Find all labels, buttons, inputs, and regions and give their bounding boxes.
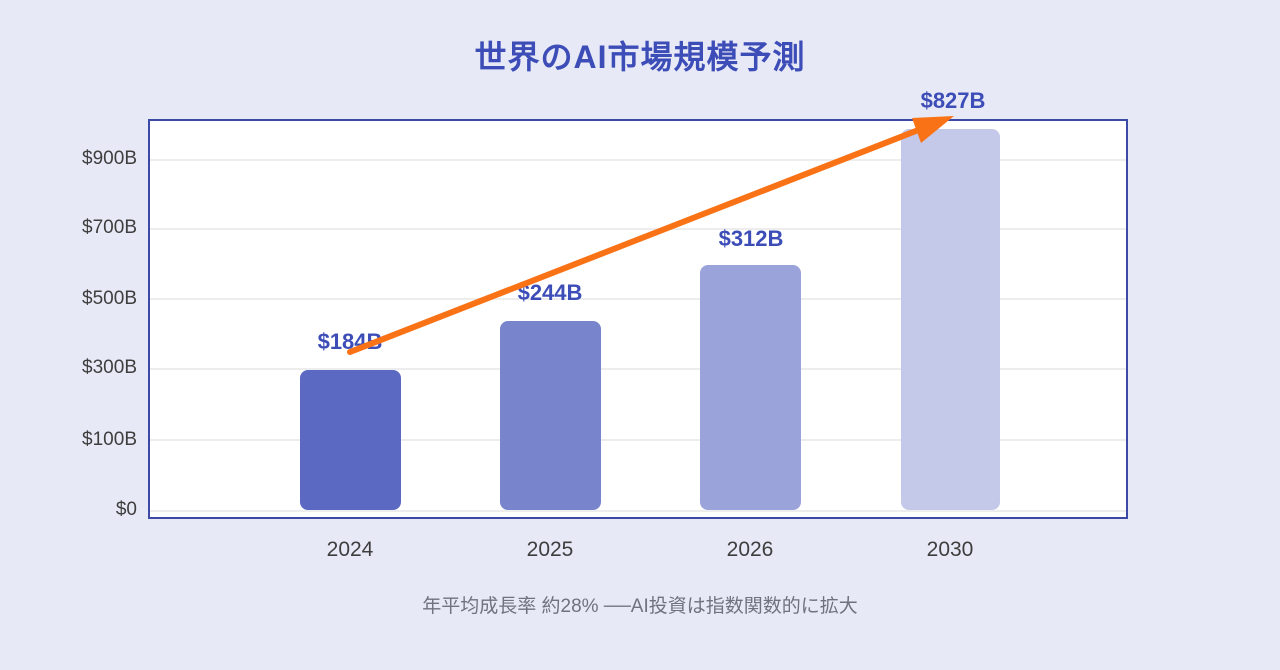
y-axis-tick-500: $500B bbox=[82, 288, 137, 309]
x-axis-tick-2030: 2030 bbox=[926, 538, 974, 561]
value-label-2030: $827B bbox=[920, 88, 986, 113]
bar-2026 bbox=[700, 265, 801, 510]
y-axis-tick-700: $700B bbox=[82, 217, 137, 238]
y-axis-tick-300: $300B bbox=[82, 357, 137, 378]
x-axis-tick-2026: 2026 bbox=[726, 538, 774, 561]
y-axis-tick-900: $900B bbox=[82, 148, 137, 169]
x-axis-tick-2025: 2025 bbox=[526, 538, 574, 561]
gridline-100 bbox=[150, 439, 1126, 441]
gridline-300 bbox=[150, 368, 1126, 370]
y-axis-tick-100: $100B bbox=[82, 429, 137, 450]
value-label-2026: $312B bbox=[718, 226, 784, 251]
bar-2025 bbox=[500, 321, 601, 510]
chart-title: 世界のAI市場規模予測 bbox=[474, 39, 806, 75]
y-axis-tick-0: $0 bbox=[115, 499, 137, 520]
value-label-2025: $244B bbox=[517, 280, 583, 305]
value-label-2024: $184B bbox=[317, 329, 383, 354]
x-axis-tick-2024: 2024 bbox=[326, 538, 374, 561]
bar-2030 bbox=[901, 129, 1000, 510]
chart-caption: 年平均成長率 約28% ──AI投資は指数関数的に拡大 bbox=[422, 596, 858, 617]
gridline-0 bbox=[150, 510, 1126, 512]
bar-2024 bbox=[300, 370, 401, 510]
